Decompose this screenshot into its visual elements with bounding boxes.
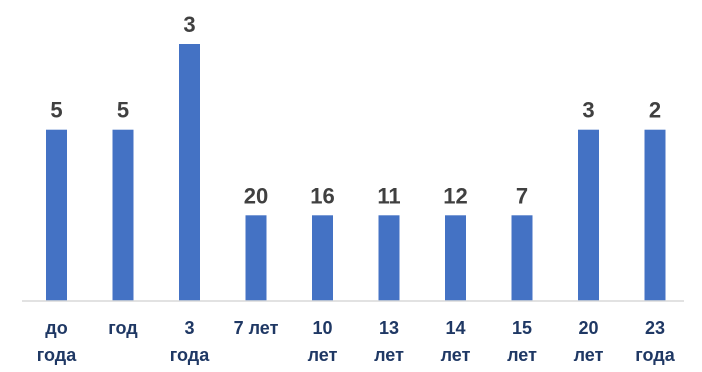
x-tick-label: года xyxy=(170,345,210,365)
bars-group xyxy=(46,44,666,301)
bar xyxy=(179,44,200,301)
data-labels-group: 5 5 3 20 16 11 12 7 3 2 xyxy=(50,12,661,208)
x-tick-label: до xyxy=(45,318,67,338)
data-label: 12 xyxy=(443,183,467,208)
bar xyxy=(112,129,134,301)
data-label: 5 xyxy=(117,98,129,123)
x-tick-label: 15 xyxy=(512,318,532,338)
bar xyxy=(245,215,267,301)
x-tick-label: лет xyxy=(574,345,604,365)
bar xyxy=(511,215,533,301)
bar xyxy=(378,215,400,301)
x-tick-label: 13 xyxy=(379,318,399,338)
bar xyxy=(578,129,599,301)
category-labels-group: до года год 3 года 7 лет 10 лет 13 лет 14 лет 15 лет 2… xyxy=(37,318,676,365)
x-tick-label: лет xyxy=(374,345,404,365)
x-tick-label: 14 xyxy=(445,318,465,338)
x-tick-label: лет xyxy=(308,345,338,365)
data-label: 20 xyxy=(244,183,268,208)
x-tick-label: 3 xyxy=(184,318,194,338)
x-tick-label: 7 лет xyxy=(234,318,279,338)
bar xyxy=(312,215,333,301)
x-tick-label: года xyxy=(635,345,675,365)
bar xyxy=(644,129,666,301)
bar xyxy=(46,129,67,301)
x-tick-label: 20 xyxy=(578,318,598,338)
data-label: 2 xyxy=(649,98,661,123)
x-tick-label: года xyxy=(37,345,77,365)
data-label: 3 xyxy=(183,12,195,37)
data-label: 5 xyxy=(50,98,62,123)
data-label: 7 xyxy=(516,183,528,208)
x-tick-label: 10 xyxy=(312,318,332,338)
data-label: 11 xyxy=(377,183,400,208)
data-label: 16 xyxy=(310,183,334,208)
x-tick-label: лет xyxy=(441,345,471,365)
x-tick-label: год xyxy=(108,318,138,338)
data-label: 3 xyxy=(582,98,594,123)
bar xyxy=(445,215,466,301)
x-tick-label: 23 xyxy=(645,318,665,338)
x-tick-label: лет xyxy=(507,345,537,365)
